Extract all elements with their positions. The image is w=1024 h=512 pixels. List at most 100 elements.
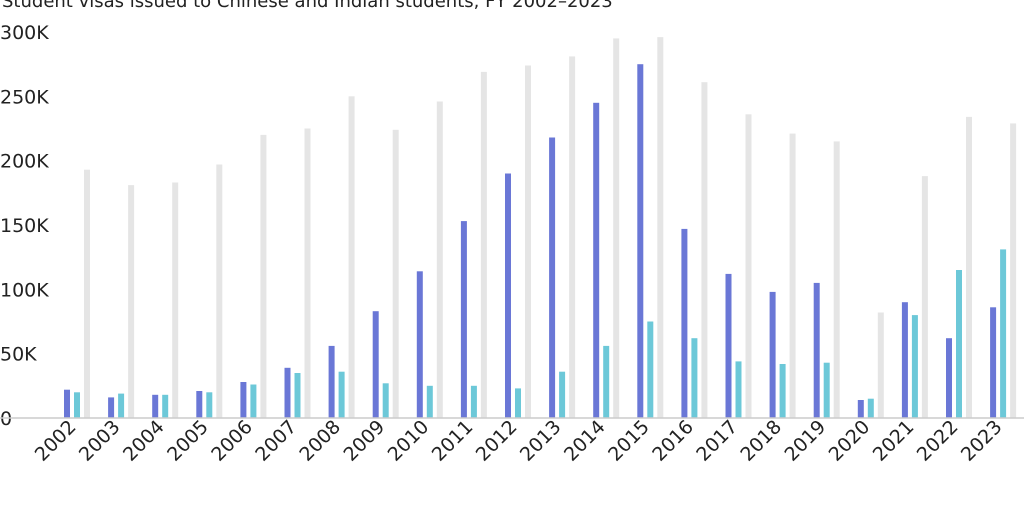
bar-2009-series-1 xyxy=(372,311,379,418)
x-tick-label-2023: 2023 xyxy=(957,416,1007,466)
x-tick-label-2015: 2015 xyxy=(604,416,654,466)
bar-2017-series-1 xyxy=(725,273,732,418)
bar-2018-series-2 xyxy=(779,364,786,418)
bar-2016-series-3 xyxy=(701,82,708,418)
x-tick-label-2010: 2010 xyxy=(384,416,434,466)
x-tick-label-2005: 2005 xyxy=(163,416,213,466)
y-tick-label: 200K xyxy=(0,151,49,173)
x-tick-label-2004: 2004 xyxy=(119,416,169,466)
y-tick-label: 250K xyxy=(0,86,49,108)
bar-2019-series-2 xyxy=(823,362,830,418)
y-tick-label: 100K xyxy=(0,279,49,301)
bar-2018-series-1 xyxy=(769,291,776,418)
bar-2007-series-2 xyxy=(294,373,301,418)
x-tick-label-2021: 2021 xyxy=(869,416,919,466)
x-tick-label-2017: 2017 xyxy=(692,416,742,466)
bar-2022-series-2 xyxy=(956,270,962,418)
bar-2006-series-2 xyxy=(250,384,257,418)
x-tick-label-2008: 2008 xyxy=(295,416,345,466)
bar-2015-series-2 xyxy=(647,321,654,418)
bar-2009-series-3 xyxy=(392,129,399,419)
bar-2011-series-1 xyxy=(460,221,467,418)
bar-2014-series-1 xyxy=(593,102,600,419)
x-tick-label-2003: 2003 xyxy=(75,416,125,466)
bar-2006-series-3 xyxy=(260,134,267,418)
chart-title: Student visas issued to Chinese and Indi… xyxy=(2,0,613,12)
x-tick-label-2014: 2014 xyxy=(560,416,610,466)
bar-2010-series-1 xyxy=(416,271,423,418)
bar-2013-series-2 xyxy=(559,371,566,418)
bar-2021-series-2 xyxy=(911,315,918,418)
bar-2007-series-1 xyxy=(284,367,291,418)
bar-2005-series-3 xyxy=(216,164,223,418)
bar-2005-series-1 xyxy=(196,391,203,418)
x-tick-label-2019: 2019 xyxy=(780,416,830,466)
bar-2016-series-1 xyxy=(681,228,688,418)
x-tick-label-2009: 2009 xyxy=(339,416,389,466)
bar-2021-series-3 xyxy=(921,176,928,418)
bar-2005-series-2 xyxy=(206,392,213,418)
bar-2019-series-3 xyxy=(833,141,840,418)
bar-2004-series-1 xyxy=(152,394,159,418)
bar-2011-series-3 xyxy=(480,71,487,419)
bar-2017-series-3 xyxy=(745,114,752,419)
bars xyxy=(64,37,1017,419)
y-tick-label: 50K xyxy=(0,344,37,366)
bar-2016-series-2 xyxy=(691,338,698,418)
bar-2021-series-1 xyxy=(901,302,908,418)
x-tick-label-2012: 2012 xyxy=(472,416,522,466)
bar-2015-series-1 xyxy=(637,64,644,418)
bar-2019-series-1 xyxy=(813,282,820,418)
bar-2003-series-2 xyxy=(118,393,125,418)
bar-2008-series-3 xyxy=(348,96,355,419)
bar-2022-series-3 xyxy=(966,116,972,419)
bar-2013-series-1 xyxy=(549,137,556,418)
bar-2018-series-3 xyxy=(789,133,796,418)
x-tick-label-2011: 2011 xyxy=(428,416,478,466)
bar-2007-series-3 xyxy=(304,128,311,418)
bar-2008-series-1 xyxy=(328,345,335,418)
bar-2003-series-3 xyxy=(128,185,135,418)
bar-2015-series-3 xyxy=(657,37,664,418)
bar-2004-series-3 xyxy=(172,182,179,418)
bar-2020-series-2 xyxy=(867,398,874,418)
y-tick-label: 150K xyxy=(0,215,49,237)
x-tick-label-2002: 2002 xyxy=(31,416,81,466)
bar-2010-series-3 xyxy=(436,101,443,418)
bar-2002-series-3 xyxy=(84,169,90,418)
bar-2006-series-1 xyxy=(240,382,247,418)
bar-2014-series-2 xyxy=(603,345,610,418)
bar-2023-series-1 xyxy=(990,307,997,418)
bar-2020-series-1 xyxy=(857,400,864,418)
bar-2022-series-1 xyxy=(946,338,952,418)
y-axis-ticks: 0 50K 100K 150K 200K 250K 300K xyxy=(0,22,49,430)
x-tick-label-2022: 2022 xyxy=(913,416,963,466)
bar-2002-series-2 xyxy=(74,392,80,418)
bar-2011-series-2 xyxy=(470,385,477,418)
x-tick-label-2013: 2013 xyxy=(516,416,566,466)
bar-2017-series-2 xyxy=(735,361,742,418)
bar-2013-series-3 xyxy=(569,56,576,419)
bar-2020-series-3 xyxy=(877,312,884,418)
bar-2003-series-1 xyxy=(108,397,115,418)
bar-2014-series-3 xyxy=(613,38,620,419)
bar-2004-series-2 xyxy=(162,394,169,418)
x-tick-label-2020: 2020 xyxy=(825,416,875,466)
bar-2023-series-3 xyxy=(1010,123,1017,419)
x-axis-ticks: 2002200320042005200620072008200920102011… xyxy=(31,416,1007,466)
x-tick-label-2006: 2006 xyxy=(207,416,257,466)
bar-2010-series-2 xyxy=(426,385,433,418)
bar-2012-series-3 xyxy=(525,65,531,418)
x-tick-label-2018: 2018 xyxy=(736,416,786,466)
bar-2012-series-1 xyxy=(505,173,511,418)
bar-2008-series-2 xyxy=(338,371,345,418)
x-tick-label-2007: 2007 xyxy=(251,416,301,466)
y-tick-label: 300K xyxy=(0,22,49,44)
y-tick-label: 0 xyxy=(0,408,12,430)
bar-2002-series-1 xyxy=(64,389,70,418)
bar-2012-series-2 xyxy=(515,388,521,418)
x-tick-label-2016: 2016 xyxy=(648,416,698,466)
bar-2009-series-2 xyxy=(382,383,389,418)
bar-2023-series-2 xyxy=(1000,249,1007,418)
